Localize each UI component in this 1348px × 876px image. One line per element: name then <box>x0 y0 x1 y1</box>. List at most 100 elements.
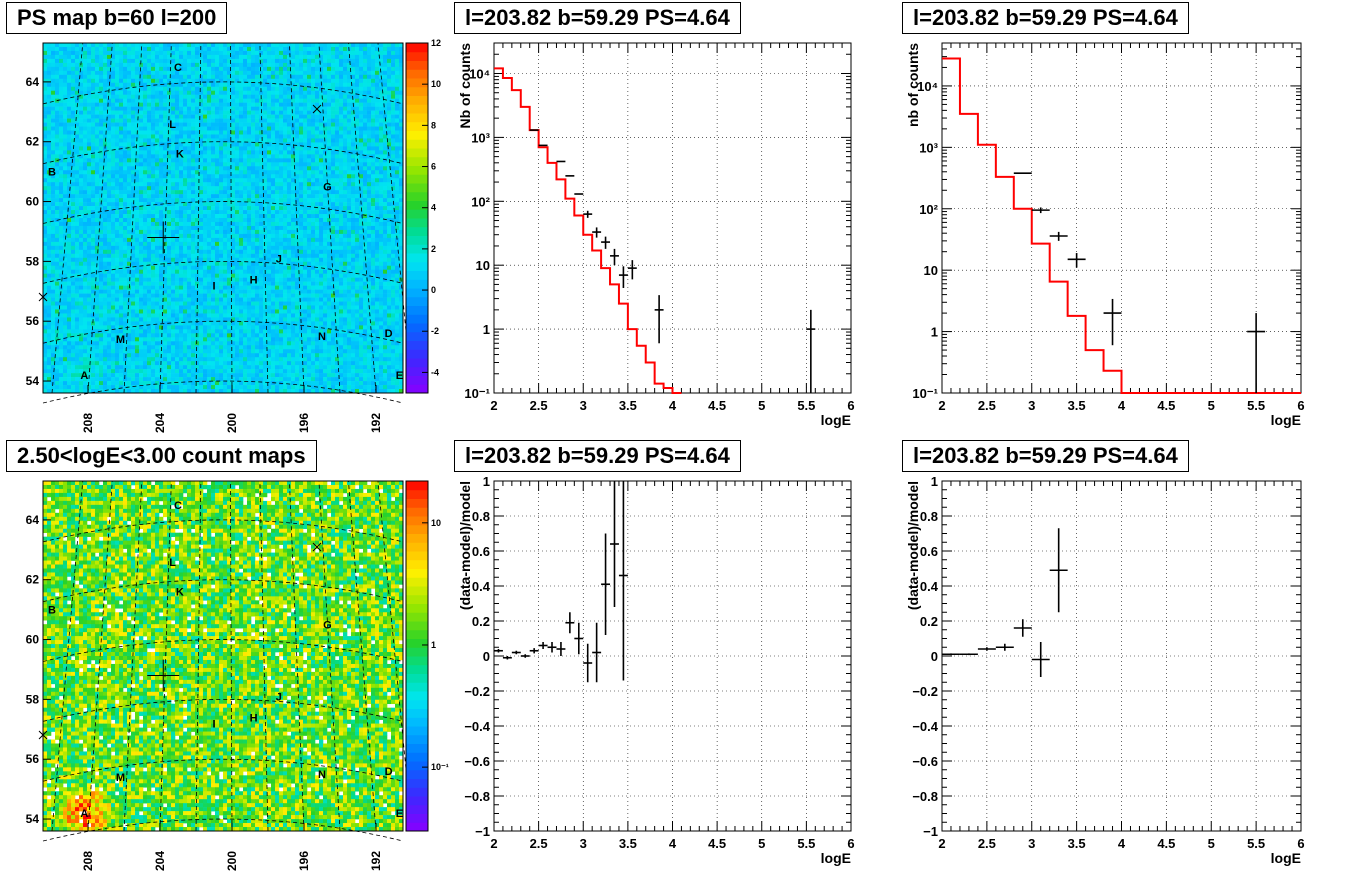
residual-left-title: l=203.82 b=59.29 PS=4.64 <box>454 440 741 472</box>
x-tick-label: 4.5 <box>708 836 726 851</box>
y-tick-label: −0.8 <box>912 789 938 804</box>
target-cross-marker <box>147 221 180 254</box>
x-tick-label: 4 <box>1118 836 1126 851</box>
source-label: N <box>318 769 326 781</box>
y-tick-label: 10 <box>476 258 490 273</box>
spec_left-grid <box>494 43 851 393</box>
colorbar-tick-label: 10 <box>431 79 441 89</box>
ps-map-title: PS map b=60 l=200 <box>6 2 228 34</box>
x-tick-label: 2 <box>490 836 497 851</box>
x-tick-label: 5.5 <box>1247 836 1265 851</box>
x-tick-label: 2.5 <box>530 836 548 851</box>
source-label: G <box>323 620 332 632</box>
x-tick-label: 5 <box>758 398 765 413</box>
x-tick-label: 5 <box>758 836 765 851</box>
data-point <box>502 656 512 660</box>
data-point <box>959 653 978 656</box>
x-tick-label: 4 <box>669 398 677 413</box>
data-point <box>806 309 816 393</box>
y-tick-label: 10³ <box>919 140 938 155</box>
x-tick-label: 5 <box>1208 398 1215 413</box>
y-tick-label: −0.8 <box>464 789 490 804</box>
y-tick-label: 1 <box>483 474 490 489</box>
x-tick-label: 4.5 <box>1157 836 1175 851</box>
x-tick-label: 192 <box>369 851 383 871</box>
x-tick-label: 6 <box>847 398 854 413</box>
colorbar-tick-label: 0 <box>431 285 436 295</box>
source-label: M <box>116 334 125 346</box>
y-tick-label: −0.2 <box>464 684 490 699</box>
data-point <box>583 643 593 683</box>
data-point <box>520 654 530 658</box>
x-tick-label: 5 <box>1208 836 1215 851</box>
y-tick-label: 0.8 <box>920 509 938 524</box>
x-tick-label: 5.5 <box>797 836 815 851</box>
source-label: D <box>385 328 393 340</box>
y-tick-label: 0.8 <box>472 509 490 524</box>
data-point <box>1067 253 1086 268</box>
spectrum-left-title: l=203.82 b=59.29 PS=4.64 <box>454 2 741 34</box>
colorbar-tick-label: -2 <box>431 326 439 336</box>
source-label: N <box>318 331 326 343</box>
y-tick-label: 10³ <box>471 130 490 145</box>
resid_left-panel: 2 2.5 3 3.5 4 4.5 5 5.5 6 −1 −0.8 −0.6 −0.4 −0.2 0 0.2 0… <box>457 474 855 866</box>
source-label: C <box>174 500 182 512</box>
y-tick-label: 0.6 <box>920 544 938 559</box>
y-tick-label: 10⁻¹ <box>464 386 490 401</box>
data-point <box>942 653 960 656</box>
x-tick-label: 4 <box>1118 398 1126 413</box>
ps_map-cells <box>43 43 404 394</box>
source-label: D <box>385 766 393 778</box>
residual-right-title: l=203.82 b=59.29 PS=4.64 <box>902 440 1189 472</box>
resid_right-xlabel: logE <box>1271 850 1301 866</box>
data-point <box>627 260 637 280</box>
y-tick-label: 10⁻¹ <box>912 386 938 401</box>
ps_map-colorbar: -4 -2 0 2 4 6 8 10 12 <box>405 38 441 394</box>
x-tick-label: 3.5 <box>1068 836 1086 851</box>
x-marker <box>312 104 322 114</box>
source-label: K <box>176 149 184 161</box>
x-tick-label: 3 <box>580 836 587 851</box>
spec_right-panel: 2 2.5 3 3.5 4 4.5 5 5.5 6 10⁻¹ 1 10 10² 10³ 10⁴ logE nb … <box>905 42 1305 428</box>
spectrum-right-title: l=203.82 b=59.29 PS=4.64 <box>902 2 1189 34</box>
source-label: C <box>174 62 182 74</box>
source-label: K <box>176 587 184 599</box>
y-tick-label: 56 <box>26 752 40 766</box>
y-tick-label: 54 <box>26 812 40 826</box>
colorbar-tick-label: 4 <box>431 203 436 213</box>
y-tick-label: −1 <box>923 824 938 839</box>
spec_left-ylabel: Nb of counts <box>457 43 473 129</box>
source-label: L <box>169 557 176 569</box>
y-tick-label: 60 <box>26 633 40 647</box>
x-tick-label: 2 <box>490 398 497 413</box>
data-point <box>1031 207 1050 214</box>
x-tick-label: 6 <box>1297 836 1304 851</box>
y-tick-label: 62 <box>26 135 40 149</box>
y-tick-label: 1 <box>931 474 938 489</box>
x-tick-label: 2.5 <box>530 398 548 413</box>
x-tick-label: 208 <box>81 413 95 433</box>
y-tick-label: 54 <box>26 374 40 388</box>
data-point <box>610 481 619 607</box>
ps_map-graticule <box>42 42 413 404</box>
x-tick-label: 192 <box>369 413 383 433</box>
data-point <box>574 622 584 655</box>
x-tick-label: 6 <box>847 836 854 851</box>
y-tick-label: 58 <box>26 692 40 706</box>
y-tick-label: −0.2 <box>912 684 938 699</box>
y-tick-label: 10² <box>471 194 490 209</box>
colorbar-tick-label: 2 <box>431 244 436 254</box>
data-point <box>1031 642 1050 677</box>
data-point <box>977 647 996 651</box>
data-point <box>610 248 619 266</box>
x-tick-label: 3.5 <box>619 398 637 413</box>
x-tick-label: 4.5 <box>708 398 726 413</box>
data-point <box>592 622 602 683</box>
x-tick-label: 5.5 <box>1247 398 1265 413</box>
data-point <box>601 236 611 249</box>
x-tick-label: 5.5 <box>797 398 815 413</box>
source-label: J <box>276 253 282 265</box>
x-tick-label: 208 <box>81 851 95 871</box>
y-tick-label: 10⁴ <box>469 66 490 81</box>
